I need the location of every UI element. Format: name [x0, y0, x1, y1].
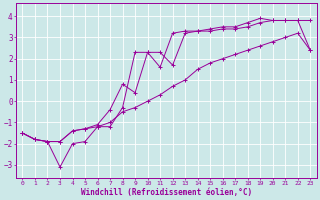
X-axis label: Windchill (Refroidissement éolien,°C): Windchill (Refroidissement éolien,°C)	[81, 188, 252, 197]
